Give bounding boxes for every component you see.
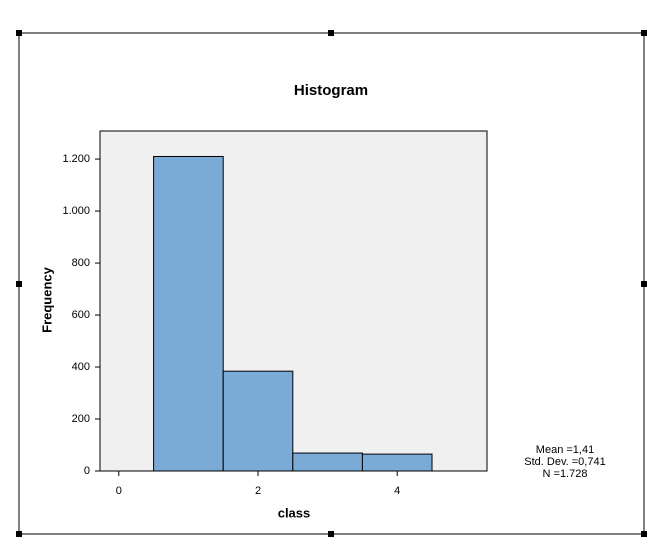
y-tick-label: 0 <box>84 465 90 477</box>
y-axis-label: Frequency <box>39 266 54 333</box>
y-tick-label: 1.200 <box>62 153 90 165</box>
bar <box>222 370 294 472</box>
stats-annotation: Std. Dev. =0,741 <box>524 456 605 468</box>
x-tick-label: 2 <box>255 485 261 497</box>
y-tick-label: 1.000 <box>62 205 90 217</box>
y-tick-label: 600 <box>72 309 90 321</box>
handles <box>16 30 647 537</box>
x-axis-label: class <box>278 505 311 520</box>
chart-title: Histogram <box>294 82 368 99</box>
bar <box>153 155 224 472</box>
stats-annotation: N =1.728 <box>543 468 588 480</box>
x-tick-label: 0 <box>116 485 122 497</box>
bar <box>292 452 363 472</box>
bar <box>361 453 433 472</box>
y-tick-label: 400 <box>72 361 90 373</box>
x-tick-label: 4 <box>394 485 400 497</box>
y-tick-label: 800 <box>72 257 90 269</box>
y-tick-label: 200 <box>72 413 90 425</box>
stats-annotation: Mean =1,41 <box>536 444 594 456</box>
